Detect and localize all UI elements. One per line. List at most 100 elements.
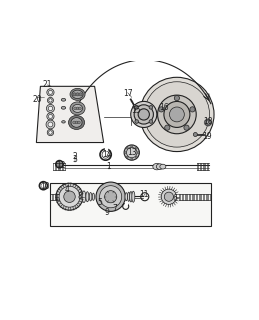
Polygon shape xyxy=(208,123,212,125)
Circle shape xyxy=(135,106,139,109)
Ellipse shape xyxy=(125,193,128,201)
Circle shape xyxy=(149,106,153,109)
Circle shape xyxy=(135,147,137,149)
Text: 14: 14 xyxy=(102,150,111,159)
Ellipse shape xyxy=(132,191,135,202)
Polygon shape xyxy=(205,119,211,126)
Circle shape xyxy=(75,121,78,124)
Text: 2: 2 xyxy=(72,152,77,161)
Circle shape xyxy=(100,186,122,208)
Circle shape xyxy=(49,131,52,134)
Text: 4: 4 xyxy=(65,185,70,194)
Circle shape xyxy=(56,183,83,210)
Text: 20: 20 xyxy=(33,95,42,104)
Text: 6: 6 xyxy=(172,194,177,203)
Circle shape xyxy=(76,93,79,96)
Circle shape xyxy=(59,186,80,207)
Text: 9: 9 xyxy=(104,208,109,217)
Circle shape xyxy=(131,101,157,127)
Circle shape xyxy=(134,105,153,124)
Text: 10: 10 xyxy=(41,182,50,191)
Circle shape xyxy=(49,99,52,102)
Ellipse shape xyxy=(82,191,86,203)
Text: 7: 7 xyxy=(112,204,117,213)
Text: 8: 8 xyxy=(77,192,82,201)
Circle shape xyxy=(140,77,214,152)
Circle shape xyxy=(184,125,189,130)
Circle shape xyxy=(144,82,210,147)
Ellipse shape xyxy=(160,164,166,169)
Ellipse shape xyxy=(156,164,163,169)
Circle shape xyxy=(48,90,52,94)
Circle shape xyxy=(64,191,75,203)
Circle shape xyxy=(124,145,139,160)
Circle shape xyxy=(47,97,53,103)
Circle shape xyxy=(133,105,136,108)
Circle shape xyxy=(135,156,137,158)
Ellipse shape xyxy=(86,192,89,202)
Circle shape xyxy=(174,95,179,101)
Ellipse shape xyxy=(61,98,66,101)
Circle shape xyxy=(73,121,76,124)
Polygon shape xyxy=(204,119,208,123)
Polygon shape xyxy=(204,123,208,125)
Ellipse shape xyxy=(130,191,132,202)
Circle shape xyxy=(135,120,139,123)
Ellipse shape xyxy=(70,102,85,115)
Circle shape xyxy=(193,132,197,137)
Circle shape xyxy=(126,156,128,158)
Circle shape xyxy=(157,95,196,134)
Circle shape xyxy=(126,147,137,158)
Text: 11: 11 xyxy=(139,190,148,199)
Circle shape xyxy=(76,107,79,110)
Circle shape xyxy=(105,191,117,203)
Text: 3: 3 xyxy=(72,156,77,164)
Circle shape xyxy=(46,104,54,112)
Polygon shape xyxy=(206,123,210,125)
Text: 19: 19 xyxy=(202,132,212,141)
Polygon shape xyxy=(208,119,212,123)
Circle shape xyxy=(48,106,53,111)
Circle shape xyxy=(164,101,190,127)
Ellipse shape xyxy=(71,118,82,127)
Circle shape xyxy=(164,192,174,201)
Circle shape xyxy=(206,120,210,124)
Circle shape xyxy=(149,120,153,123)
Text: 15: 15 xyxy=(131,106,141,115)
Text: 17: 17 xyxy=(123,89,133,98)
Circle shape xyxy=(190,107,195,112)
Ellipse shape xyxy=(61,107,66,109)
Polygon shape xyxy=(206,119,210,123)
Text: 16: 16 xyxy=(159,103,169,112)
Circle shape xyxy=(137,152,139,154)
Ellipse shape xyxy=(72,90,83,99)
Circle shape xyxy=(74,107,77,110)
Circle shape xyxy=(165,125,170,130)
Circle shape xyxy=(48,115,52,118)
Ellipse shape xyxy=(69,116,84,130)
Text: 18: 18 xyxy=(203,117,213,126)
Ellipse shape xyxy=(62,121,65,123)
Circle shape xyxy=(169,107,184,122)
Circle shape xyxy=(126,147,128,149)
Circle shape xyxy=(48,122,53,127)
Circle shape xyxy=(131,145,133,147)
Ellipse shape xyxy=(127,192,130,201)
Circle shape xyxy=(73,93,76,96)
Circle shape xyxy=(131,158,133,160)
Circle shape xyxy=(79,93,82,96)
Circle shape xyxy=(46,120,55,129)
Polygon shape xyxy=(36,86,104,142)
Ellipse shape xyxy=(73,104,83,112)
Text: 13: 13 xyxy=(127,148,136,157)
Text: 21: 21 xyxy=(43,80,52,89)
Circle shape xyxy=(96,182,125,212)
Circle shape xyxy=(78,107,81,110)
Text: 5: 5 xyxy=(97,198,102,207)
Circle shape xyxy=(124,152,126,154)
Text: 1: 1 xyxy=(106,162,111,171)
Circle shape xyxy=(161,189,176,204)
Ellipse shape xyxy=(70,88,85,100)
Text: 12: 12 xyxy=(56,161,65,170)
Ellipse shape xyxy=(89,193,92,201)
